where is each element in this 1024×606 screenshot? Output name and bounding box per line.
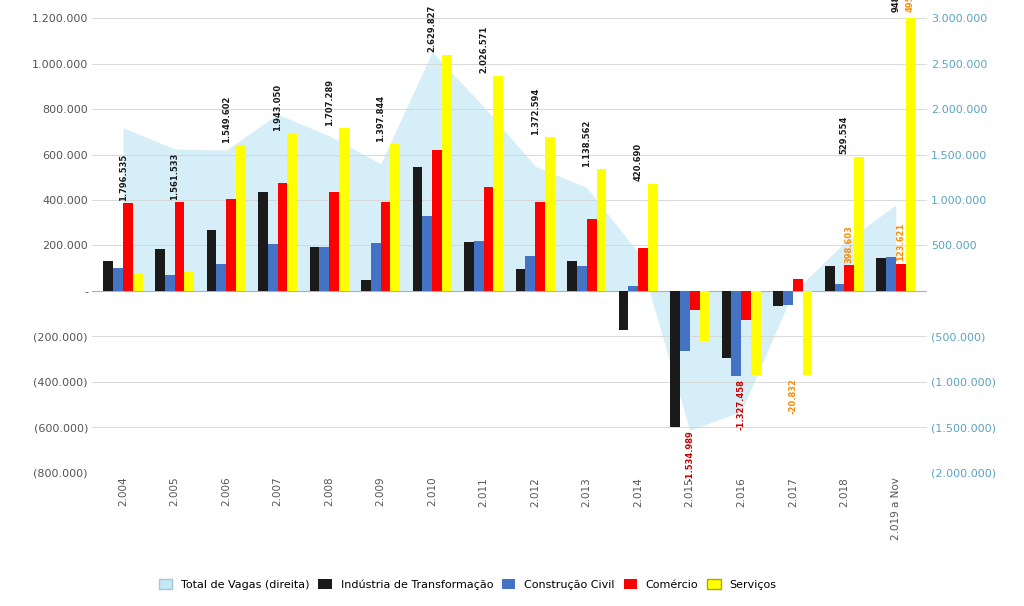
Bar [845,265,854,291]
Bar [278,183,288,291]
Bar [442,55,452,291]
Bar [536,202,545,291]
Bar [699,291,710,341]
Text: 1.561.533: 1.561.533 [170,152,179,199]
Text: 123.621: 123.621 [896,223,905,261]
Bar [731,291,741,376]
Bar [877,258,886,291]
Bar [587,219,597,291]
Text: 495.577: 495.577 [906,0,915,12]
Bar [133,273,142,291]
Text: -20.832: -20.832 [788,378,798,413]
Bar [670,291,680,427]
Bar [824,266,835,291]
Bar [525,256,536,291]
Bar [835,284,845,291]
Bar [381,202,390,291]
Bar [483,187,494,291]
Bar [618,291,629,330]
Text: 1.549.602: 1.549.602 [221,95,230,143]
Bar [319,247,329,291]
Legend: Total de Vagas (direita), Indústria de Transformação, Construção Civil, Comércio: Total de Vagas (direita), Indústria de T… [155,575,781,594]
Text: 1.707.289: 1.707.289 [325,79,334,125]
Text: 1.138.562: 1.138.562 [583,119,591,167]
Text: -1.534.989: -1.534.989 [685,430,694,481]
Bar [638,248,648,291]
Text: -1.327.458: -1.327.458 [736,379,745,430]
Bar [413,167,422,291]
Bar [371,243,381,291]
Bar [464,242,474,291]
Bar [545,138,555,291]
Text: 948.344: 948.344 [891,0,900,12]
Bar [741,291,751,320]
Bar [216,264,226,291]
Bar [577,266,587,291]
Bar [854,157,864,291]
Bar [783,291,793,305]
Bar [123,204,133,291]
Bar [288,134,297,291]
Bar [390,144,400,291]
Bar [494,76,503,291]
Bar [567,261,577,291]
Bar [905,15,915,291]
Bar [174,202,184,291]
Bar [680,291,690,351]
Bar [207,230,216,291]
Bar [114,268,123,291]
Text: 529.554: 529.554 [840,116,849,154]
Bar [896,264,905,291]
Bar [258,192,268,291]
Bar [226,199,236,291]
Bar [751,291,761,375]
Bar [773,291,783,307]
Text: 2.026.571: 2.026.571 [479,26,488,73]
Bar [103,261,114,291]
Bar [432,150,442,291]
Bar [597,169,606,291]
Bar [268,244,278,291]
Bar [329,192,339,291]
Bar [165,275,174,291]
Text: 420.690: 420.690 [634,143,643,181]
Bar [422,216,432,291]
Text: 398.603: 398.603 [845,225,854,263]
Bar [339,128,349,291]
Text: 2.629.827: 2.629.827 [428,5,436,52]
Bar [803,291,812,375]
Bar [236,145,246,291]
Text: 1.372.594: 1.372.594 [530,87,540,135]
Bar [516,269,525,291]
Bar [690,291,699,310]
Bar [361,279,371,291]
Bar [886,257,896,291]
Bar [722,291,731,358]
Bar [629,286,638,291]
Text: 1.397.844: 1.397.844 [376,95,385,142]
Bar [184,271,195,291]
Text: 1.796.535: 1.796.535 [119,153,128,201]
Bar [648,184,657,291]
Bar [309,247,319,291]
Bar [474,241,483,291]
Text: 1.943.050: 1.943.050 [273,84,283,132]
Bar [793,279,803,291]
Bar [155,249,165,291]
